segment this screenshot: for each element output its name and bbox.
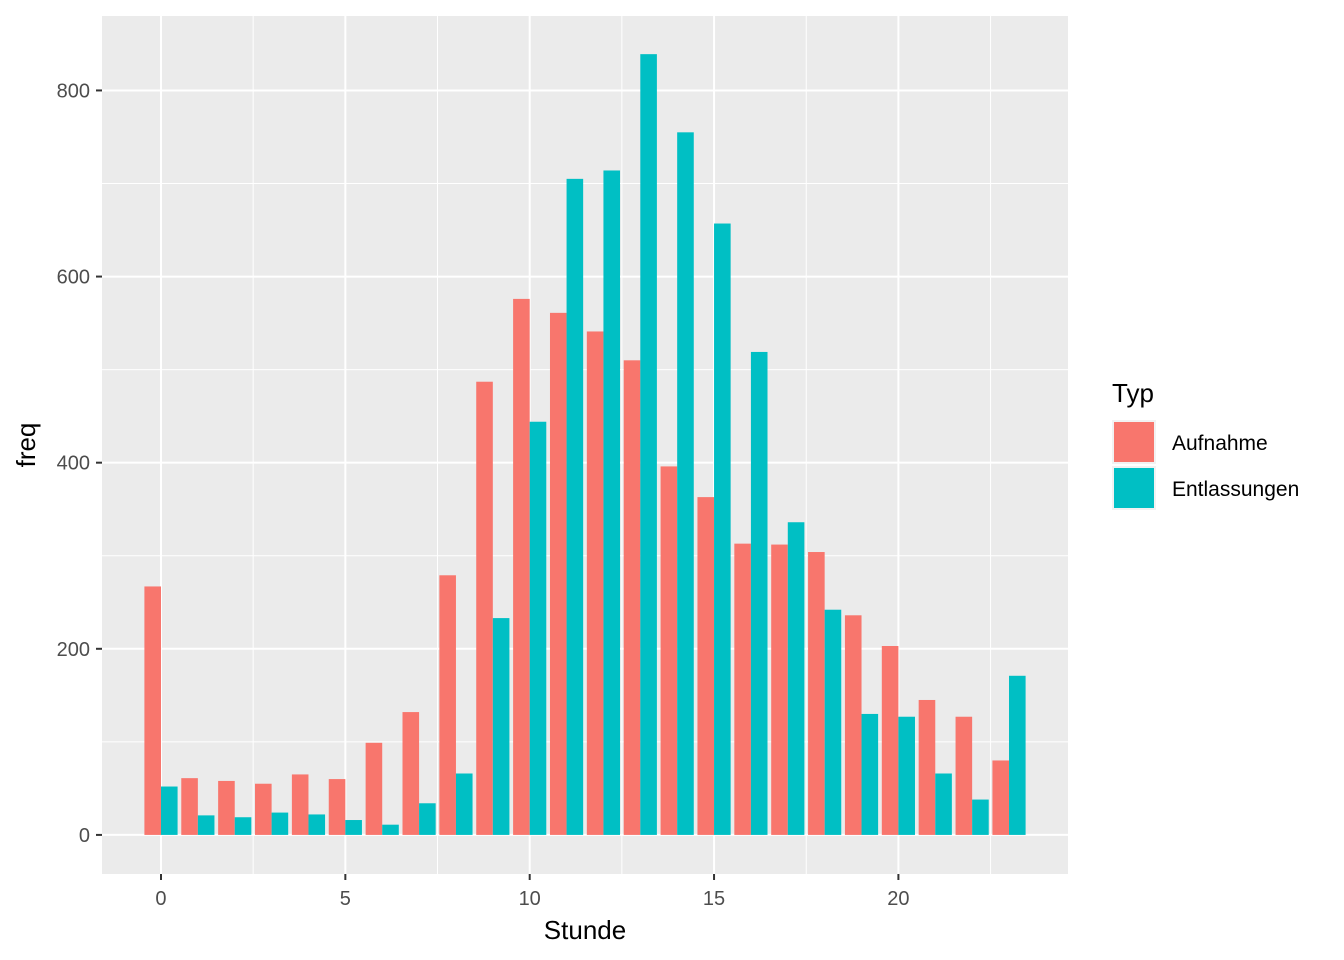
bar-aufnahme-6: [365, 742, 383, 835]
bar-entlassungen-0: [160, 786, 178, 835]
bar-aufnahme-7: [402, 712, 420, 835]
x-tick-label: 5: [340, 888, 351, 910]
bar-aufnahme-2: [218, 780, 235, 835]
x-tick-label: 20: [887, 888, 909, 910]
grid-minor: [102, 16, 1068, 874]
bar-entlassungen-17: [787, 522, 805, 835]
bar-aufnahme-15: [697, 497, 715, 835]
bar-entlassungen-23: [1009, 675, 1026, 835]
bar-entlassungen-7: [419, 803, 436, 835]
bar-aufnahme-9: [476, 381, 493, 835]
bar-entlassungen-14: [677, 132, 694, 835]
x-axis: 0 5 10 15 20: [155, 874, 910, 910]
bar-aufnahme-16: [734, 543, 751, 835]
bar-entlassungen-11: [566, 178, 584, 835]
bar-aufnahme-10: [513, 298, 530, 835]
bar-aufnahme-19: [844, 615, 862, 835]
bar-aufnahme-14: [660, 466, 678, 835]
x-axis-title: Stunde: [544, 915, 626, 945]
bar-entlassungen-16: [750, 351, 768, 835]
legend-item-aufnahme: Aufnahme: [1112, 420, 1268, 464]
y-tick-label: 800: [57, 80, 90, 102]
y-tick-label: 600: [57, 267, 90, 289]
bar-entlassungen-6: [382, 824, 399, 835]
bar-entlassungen-19: [861, 713, 879, 835]
legend-label-aufnahme: Aufnahme: [1172, 432, 1268, 455]
bar-entlassungen-2: [234, 817, 252, 835]
legend-title: Typ: [1112, 378, 1154, 408]
legend-label-entlassungen: Entlassungen: [1172, 478, 1299, 501]
bar-entlassungen-1: [197, 815, 215, 835]
bar-aufnahme-1: [181, 778, 198, 835]
bar-aufnahme-8: [439, 575, 456, 835]
y-axis: 0 200 400 600 800: [57, 80, 102, 847]
legend-swatch-entlassungen: [1114, 468, 1154, 508]
bar-aufnahme-11: [549, 312, 567, 835]
bar-entlassungen-18: [824, 609, 842, 835]
y-tick-label: 200: [57, 639, 90, 661]
bar-entlassungen-21: [935, 773, 952, 835]
bar-entlassungen-9: [492, 618, 510, 835]
x-tick-label: 15: [703, 888, 725, 910]
bar-entlassungen-5: [345, 820, 362, 835]
bar-entlassungen-15: [714, 223, 731, 835]
bar-entlassungen-8: [455, 773, 473, 835]
x-tick-label: 0: [155, 888, 166, 910]
bar-aufnahme-20: [881, 646, 899, 835]
x-tick-label: 10: [519, 888, 541, 910]
y-tick-label: 0: [79, 825, 90, 847]
bar-aufnahme-0: [144, 586, 161, 835]
bar-aufnahme-18: [808, 552, 825, 835]
bars: [144, 54, 1026, 835]
bar-aufnahme-23: [992, 760, 1010, 835]
bar-aufnahme-17: [771, 544, 788, 835]
bar-aufnahme-21: [918, 699, 936, 835]
bar-aufnahme-3: [255, 783, 272, 835]
bar-aufnahme-4: [291, 774, 309, 835]
bar-entlassungen-4: [308, 814, 326, 835]
bar-aufnahme-5: [328, 779, 346, 835]
bar-entlassungen-22: [972, 799, 989, 835]
bar-entlassungen-3: [271, 812, 289, 835]
bar-aufnahme-22: [955, 716, 973, 835]
bar-aufnahme-12: [586, 331, 604, 835]
y-tick-label: 400: [57, 453, 90, 475]
legend-swatch-aufnahme: [1114, 422, 1154, 462]
y-axis-title: freq: [11, 423, 41, 468]
bar-entlassungen-20: [898, 716, 915, 835]
legend-item-entlassungen: Entlassungen: [1112, 466, 1299, 510]
bar-entlassungen-10: [529, 421, 547, 835]
bar-aufnahme-13: [623, 360, 641, 835]
bar-entlassungen-13: [640, 54, 657, 835]
legend: Typ Aufnahme Entlassungen: [1112, 378, 1299, 510]
bar-entlassungen-12: [603, 170, 621, 835]
